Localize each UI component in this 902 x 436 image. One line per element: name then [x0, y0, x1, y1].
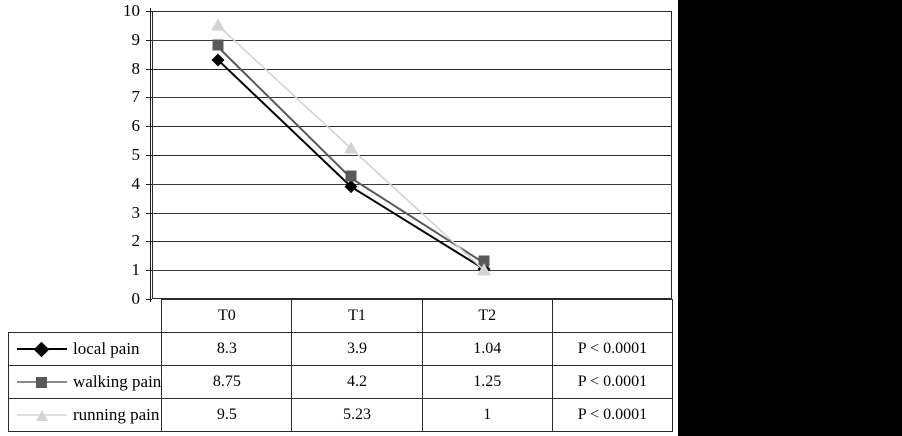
- cell-walking-pain-t0: 8.75: [161, 365, 293, 399]
- legend-marker-triangle-icon: [15, 407, 69, 423]
- gridline-4: [152, 183, 672, 185]
- y-tick-mark-10: [146, 11, 152, 12]
- cell-running-pain-p: P < 0.0001: [551, 398, 674, 432]
- table-row: running pain 9.5 5.23 1 P < 0.0001: [7, 398, 674, 432]
- cell-local-pain-p: P < 0.0001: [551, 332, 674, 366]
- y-tick-mark-3: [146, 213, 152, 214]
- legend-label-walking-pain: walking pain: [73, 372, 162, 391]
- gridline-0: [152, 298, 672, 299]
- table-row: walking pain 8.75 4.2 1.25 P < 0.0001: [7, 365, 674, 399]
- y-tick-mark-5: [146, 155, 152, 156]
- y-tick-label-10: 10: [123, 1, 140, 20]
- gridline-7: [152, 97, 672, 99]
- y-tick-label-0: 0: [131, 289, 141, 308]
- data-point-marker: [478, 255, 490, 267]
- y-tick-mark-7: [146, 97, 152, 98]
- data-point-marker: [211, 53, 225, 67]
- gridline-3: [152, 212, 672, 214]
- y-tick-mark-9: [146, 40, 152, 41]
- cell-running-pain-t0: 9.5: [161, 398, 293, 432]
- cell-running-pain-t2: 1: [421, 398, 553, 432]
- cell-walking-pain-t1: 4.2: [291, 365, 423, 399]
- y-tick-label-2: 2: [131, 231, 141, 250]
- data-point-marker: [477, 263, 491, 276]
- y-tick-mark-8: [146, 69, 152, 70]
- legend-marker-diamond-icon: [15, 341, 69, 358]
- series-overlay: [211, 18, 491, 276]
- y-tick-label-1: 1: [131, 260, 141, 279]
- y-tick-label-5: 5: [131, 145, 141, 164]
- y-tick-mark-1: [146, 270, 152, 271]
- data-point-marker: [344, 180, 358, 194]
- gridline-1: [152, 270, 672, 272]
- y-tick-label-6: 6: [131, 116, 141, 135]
- right-black-band: [678, 0, 902, 436]
- gridline-2: [152, 241, 672, 243]
- legend-cell-local-pain: local pain: [7, 332, 163, 366]
- table-row: local pain 8.3 3.9 1.04 P < 0.0001: [7, 332, 674, 366]
- legend-cell-walking-pain: walking pain: [7, 365, 163, 399]
- table-header-row: T0 T1 T2: [9, 299, 674, 333]
- header-cell-t2: T2: [421, 299, 553, 333]
- cell-local-pain-t2: 1.04: [421, 332, 553, 366]
- legend-cell-running-pain: running pain: [7, 398, 163, 432]
- data-point-marker: [211, 18, 225, 31]
- plot-grid: [152, 11, 672, 299]
- y-axis-labels: 10 9 8 7 6 5 4 3 2 1 0: [123, 1, 141, 307]
- gridline-5: [152, 155, 672, 156]
- header-cell-legend: [9, 300, 162, 333]
- y-tick-label-3: 3: [131, 203, 141, 222]
- data-point-marker: [344, 141, 358, 154]
- y-tick-label-4: 4: [131, 174, 141, 193]
- cell-walking-pain-t2: 1.25: [421, 365, 553, 399]
- cell-walking-pain-p: P < 0.0001: [551, 365, 674, 399]
- y-tick-mark-0: [146, 299, 152, 300]
- header-cell-t1: T1: [291, 299, 423, 333]
- gridline-8: [152, 68, 672, 70]
- legend-label-local-pain: local pain: [73, 339, 140, 358]
- series-running-pain: [211, 18, 491, 276]
- y-tick-mark-6: [146, 126, 152, 127]
- chart-plot-region: 10 9 8 7 6 5 4 3 2 1 0: [123, 1, 672, 307]
- gridline-6: [152, 126, 672, 128]
- data-table: T0 T1 T2 local pain 8.3 3.9: [7, 299, 674, 432]
- legend-label-running-pain: running pain: [73, 405, 160, 424]
- cell-local-pain-t1: 3.9: [291, 332, 423, 366]
- y-tick-label-8: 8: [131, 59, 141, 78]
- header-cell-t0: T0: [161, 299, 293, 333]
- cell-local-pain-t0: 8.3: [161, 332, 293, 366]
- y-tick-label-9: 9: [131, 30, 141, 49]
- y-tick-label-7: 7: [131, 87, 141, 106]
- legend-marker-square-icon: [15, 374, 69, 390]
- y-tick-mark-4: [146, 184, 152, 185]
- data-point-marker: [212, 39, 224, 51]
- cell-running-pain-t1: 5.23: [291, 398, 423, 432]
- header-cell-p: [551, 299, 674, 333]
- gridline-10: [152, 11, 672, 12]
- series-local-pain: [211, 53, 491, 276]
- series-walking-pain: [212, 39, 490, 267]
- gridline-9: [152, 39, 672, 41]
- data-point-marker: [345, 170, 357, 182]
- y-tick-mark-2: [146, 241, 152, 242]
- series-line: [217, 46, 485, 264]
